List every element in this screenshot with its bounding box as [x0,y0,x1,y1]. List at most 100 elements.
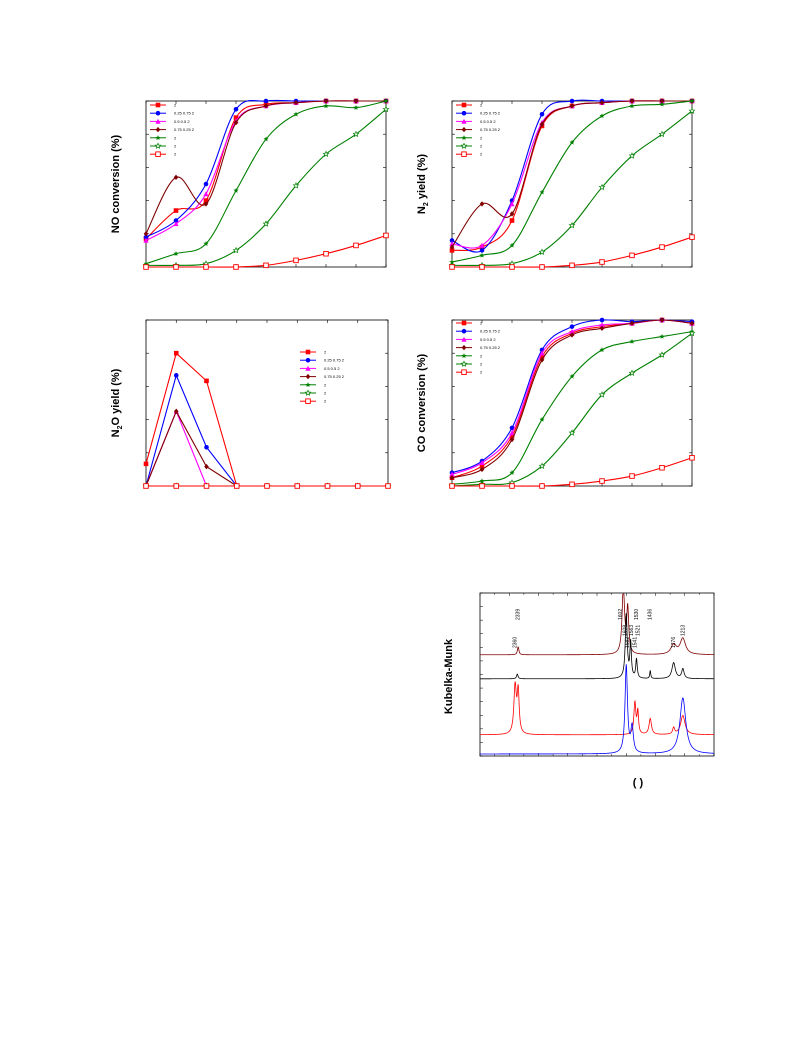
peak-label-0: 2339 [516,609,522,620]
legend-marker-4 [305,382,311,387]
data-point-6-6 [629,473,635,479]
legend-label-1: 0.25 0.75 2 [174,111,195,116]
data-point-0-2 [509,433,515,439]
plot-frame [145,319,389,487]
y-axis-label-part: N [416,206,428,214]
series-line-3 [145,100,386,235]
data-point-4-4 [569,139,575,145]
data-point-3-5 [293,99,299,106]
chart-co: CO conversion (%) 2 0.25 0.75 2 0.5 0.5 2 0.… [416,317,696,489]
y-axis-label: N2 yield (%) [416,154,430,214]
data-point-2-4 [569,328,575,334]
legend-label-2: 0.5 0.5 2 [480,337,496,342]
data-point-1-1 [479,248,485,253]
data-point-2-3 [539,350,545,356]
data-point-5-3 [538,248,546,255]
data-point-6-1 [479,264,485,270]
series-line-4 [145,100,387,265]
data-point-4-6 [323,103,329,109]
data-point-5-8 [688,107,696,114]
legend-label-2: 0.5 0.5 2 [324,366,340,371]
peak-label-1: 2360 [513,637,519,648]
y-axis-label: Kubelka-Munk [443,638,455,714]
data-point-3-5 [599,325,605,331]
legend-marker-5 [154,142,162,149]
data-point-6-8 [383,232,389,239]
data-point-5-4 [262,220,270,227]
legend-label-3: 0.75 0.25 2 [480,127,501,132]
data-point-3-6 [629,98,635,104]
data-point-3-2 [204,463,209,470]
data-point-6-5 [599,259,605,265]
data-point-6-6 [323,250,329,257]
data-point-6-3 [233,264,239,270]
data-point-0-2 [203,198,209,203]
data-point-3-1 [173,408,179,414]
data-point-4-2 [203,241,209,246]
data-point-1-4 [263,98,269,104]
legend-label-0: 2 [480,321,483,326]
data-point-0-3 [233,115,239,120]
data-point-5-8 [688,329,696,337]
legend-label-6: 2 [480,152,483,157]
data-point-6-6 [629,252,635,259]
peak-label-9: 1436 [648,609,654,620]
data-point-1-1 [173,218,179,223]
legend-marker-4 [461,353,467,358]
peak-label-11: 1213 [680,625,686,636]
chart-no: NO conversion (%) 2 0.25 0.75 2 0.5 0.5 2 0.… [110,98,390,270]
data-point-6-5 [293,257,299,264]
data-point-5-3 [232,246,240,254]
data-point-4-7 [353,104,359,110]
legend-marker-1 [461,328,467,334]
data-point-4-7 [659,101,665,107]
peak-label-2: 1608 [623,625,629,636]
data-point-2-0 [143,237,149,243]
legend-label-1: 0.25 0.75 2 [324,358,345,363]
data-point-4-4 [569,373,575,379]
data-point-6-3 [539,264,545,270]
data-point-2-2 [509,430,515,436]
legend-marker-0 [461,320,467,326]
data-point-6-8 [689,455,695,461]
data-point-6-2 [509,483,515,489]
data-point-0-1 [173,350,179,356]
data-point-2-1 [479,242,485,248]
series-line-2 [145,409,208,487]
data-point-3-0 [449,244,455,250]
legend-marker-4 [155,135,161,140]
series-line-6 [145,234,387,268]
legend-marker-4 [461,135,467,140]
data-point-1-4 [569,98,575,104]
data-point-3-7 [659,317,665,323]
y-axis-label-subscript: 2 [117,425,124,429]
data-point-3-4 [569,332,575,338]
chart-n2: N2 yield (%)20.25 0.75 20.5 0.5 20.75 0.… [416,98,696,270]
data-point-4-5 [599,347,605,353]
data-point-6-7 [353,242,359,249]
data-point-5-4 [568,221,576,229]
data-point-2-2 [203,191,209,197]
data-point-5-6 [628,369,636,377]
data-point-5-6 [628,152,636,159]
data-point-2-5 [599,322,605,328]
legend-marker-0 [155,102,161,108]
data-point-1-0 [449,238,455,243]
series-line-2 [451,319,693,475]
data-point-3-5 [599,99,605,106]
data-point-3-2 [203,201,209,207]
data-point-5-5 [598,391,606,398]
data-point-6-0 [143,264,149,270]
data-point-6-5 [599,478,605,484]
data-point-4-5 [293,111,299,117]
legend-marker-1 [305,357,311,363]
data-point-3-3 [233,119,239,126]
series-line-1 [145,373,388,487]
legend-marker-6 [461,151,467,157]
series-line-5 [451,110,693,267]
data-point-6-8 [385,483,391,489]
data-point-6-7 [355,483,361,489]
legend-label-3: 0.75 0.25 2 [324,374,345,379]
data-point-5-5 [292,182,300,189]
